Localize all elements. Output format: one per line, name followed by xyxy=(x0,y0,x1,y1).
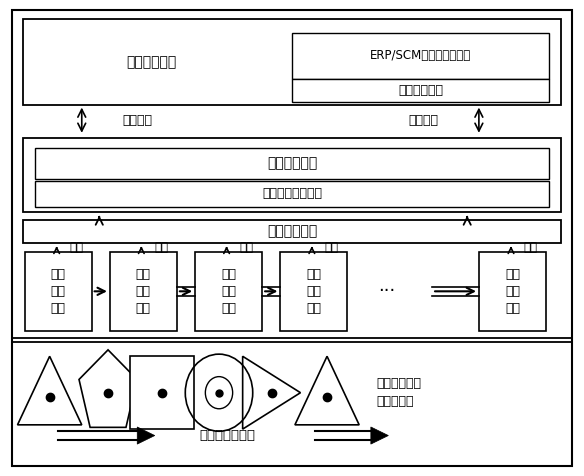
Text: 采集: 采集 xyxy=(325,241,339,255)
Text: 关键
工作
中心: 关键 工作 中心 xyxy=(221,268,236,315)
Bar xyxy=(479,252,546,331)
Bar xyxy=(280,252,347,331)
Text: 采集: 采集 xyxy=(69,241,84,255)
Text: 信息采集装置: 信息采集装置 xyxy=(267,224,317,238)
Bar xyxy=(292,33,549,79)
Text: 信息交互: 信息交互 xyxy=(408,114,438,127)
Text: 采集: 采集 xyxy=(239,241,253,255)
Bar xyxy=(110,252,177,331)
Bar xyxy=(23,138,561,212)
Text: 信息采集管理软件: 信息采集管理软件 xyxy=(262,188,322,200)
Text: 采集: 采集 xyxy=(154,241,168,255)
Text: ···: ··· xyxy=(378,282,395,300)
Text: 关键
工作
中心: 关键 工作 中心 xyxy=(505,268,520,315)
Bar xyxy=(23,19,561,105)
Text: 有信息标识装
置的在制品: 有信息标识装 置的在制品 xyxy=(377,377,422,408)
Text: 信息交互: 信息交互 xyxy=(123,114,152,127)
Text: 关键
工作
中心: 关键 工作 中心 xyxy=(136,268,151,315)
Text: 信息交互装置: 信息交互装置 xyxy=(267,156,317,170)
Text: 采集: 采集 xyxy=(524,241,538,255)
Bar xyxy=(23,220,561,243)
Bar xyxy=(35,148,549,178)
Bar xyxy=(25,252,92,331)
Bar xyxy=(35,181,549,207)
Bar xyxy=(292,79,549,102)
Polygon shape xyxy=(371,427,388,444)
Bar xyxy=(130,356,194,429)
Polygon shape xyxy=(137,427,155,444)
Bar xyxy=(195,252,262,331)
Text: 信息集成接口: 信息集成接口 xyxy=(127,55,177,69)
Text: 关键
工作
中心: 关键 工作 中心 xyxy=(51,268,65,315)
Text: 任务监控系统: 任务监控系统 xyxy=(398,84,443,98)
Text: 关键
工作
中心: 关键 工作 中心 xyxy=(307,268,321,315)
Text: 汽车整车生产线: 汽车整车生产线 xyxy=(200,429,256,442)
Text: ERP/SCM等其他信息系统: ERP/SCM等其他信息系统 xyxy=(370,50,471,62)
